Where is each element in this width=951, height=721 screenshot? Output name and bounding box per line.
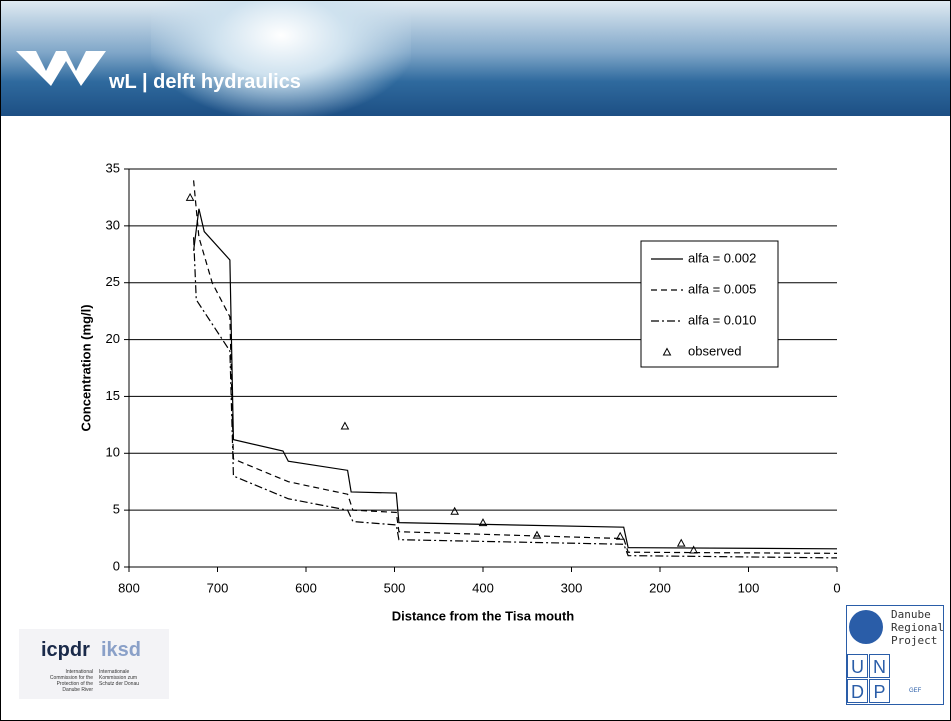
observed-point (478, 518, 488, 527)
un-emblem (849, 610, 883, 644)
gef-text: GEF (909, 688, 922, 694)
drp-text: Danube Regional Project (891, 608, 944, 647)
wl-logo (16, 51, 106, 86)
observed-point (689, 545, 698, 554)
wave-image (151, 1, 411, 116)
x-axis-title: Distance from the Tisa mouth (392, 608, 575, 623)
y-tick-label: 10 (106, 445, 120, 460)
logo-text: icpdr (41, 639, 90, 661)
undp-letter: D (847, 679, 868, 703)
logo-small: International Commission for the Protect… (49, 669, 93, 693)
observed-point (532, 530, 542, 539)
observed-point (615, 531, 625, 540)
y-axis-title: Concentration (mg/l) (78, 304, 93, 431)
observed-point (185, 192, 195, 201)
legend-label: alfa = 0.010 (688, 312, 756, 327)
x-tick-label: 300 (561, 580, 583, 595)
y-tick-label: 25 (106, 274, 120, 289)
undp-letter: N (869, 654, 890, 678)
legend-label: alfa = 0.002 (688, 250, 756, 265)
legend-marker (662, 347, 672, 356)
x-tick-label: 400 (472, 580, 494, 595)
x-tick-label: 100 (738, 580, 760, 595)
y-tick-label: 0 (113, 558, 120, 573)
y-tick-label: 15 (106, 388, 120, 403)
brand: wL | delft hydraulics (109, 71, 301, 93)
series-line (193, 208, 838, 550)
undp-letter: U (847, 654, 868, 678)
y-tick-label: 20 (106, 331, 120, 346)
logo-text: iksd (101, 639, 142, 661)
y-tick-label: 30 (106, 217, 120, 232)
x-tick-label: 200 (649, 580, 671, 595)
x-tick-label: 600 (295, 580, 317, 595)
y-tick-label: 5 (113, 502, 120, 517)
logo-small: Internationale Kommission zum Schutz der… (99, 669, 140, 687)
banner: wL | delft hydraulics (1, 1, 950, 116)
observed-point (340, 421, 350, 430)
x-tick-label: 700 (207, 580, 229, 595)
observed-point (450, 506, 460, 515)
series-line (193, 237, 838, 559)
legend-label: alfa = 0.005 (688, 281, 756, 296)
x-tick-label: 800 (118, 580, 140, 595)
icpdr-logo: icpdr iksd International Commission for … (19, 629, 169, 699)
series-line (193, 180, 838, 554)
legend-box (640, 240, 779, 368)
x-tick-label: 500 (384, 580, 406, 595)
y-tick-label: 35 (106, 160, 120, 175)
undp-letter: P (869, 679, 890, 703)
legend-label: observed (688, 343, 741, 358)
x-tick-label: 0 (833, 580, 840, 595)
observed-point (676, 538, 686, 547)
